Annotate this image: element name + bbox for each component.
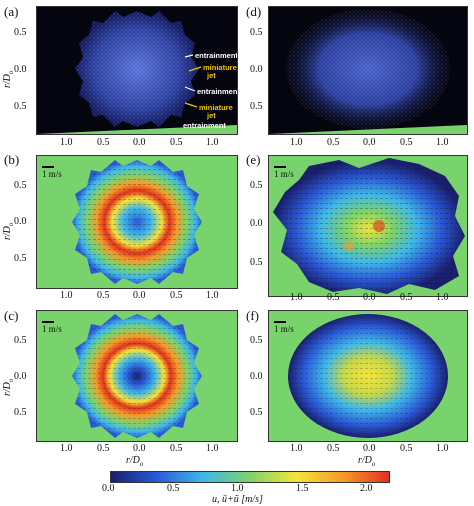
y-tick-d-mid: 0.0 [250, 64, 263, 75]
velocity-field-b [72, 160, 202, 284]
x-tick-a-4: 1.0 [206, 137, 219, 148]
x-tick-d-4: 1.0 [436, 137, 449, 148]
annotation-miniature-top: miniature [203, 63, 237, 72]
y-tick-f-bot: 0.5 [250, 407, 263, 418]
y-tick-a-bot: 0.5 [14, 101, 27, 112]
y-tick-a-top: 0.5 [14, 27, 27, 38]
annotation-entrainment-bot: entrainment [183, 121, 226, 130]
x-tick-f-1: 0.5 [327, 443, 340, 454]
y-tick-b-bot: 0.5 [14, 253, 27, 264]
x-axis-label-f: r/Do [358, 455, 376, 468]
panel-f-image: 1 m/s [268, 310, 468, 442]
annotation-entrainment-mid: entrainment [197, 87, 238, 96]
x-tick-c-4: 1.0 [206, 443, 219, 454]
annotation-jet-top: jet [207, 71, 216, 80]
y-tick-b-top: 0.5 [14, 180, 27, 191]
y-tick-f-mid: 0.0 [250, 371, 263, 382]
x-tick-b-2: 0.0 [133, 290, 146, 301]
panel-label-d: (d) [246, 4, 262, 19]
velocity-field-c [72, 314, 202, 438]
flow-visualization-a [37, 11, 237, 134]
scale-bar-c: 1 m/s [42, 321, 62, 334]
scale-bar-f: 1 m/s [274, 321, 294, 334]
y-tick-c-mid: 0.0 [14, 371, 27, 382]
x-tick-b-4: 1.0 [206, 290, 219, 301]
x-tick-c-0: 1.0 [60, 443, 73, 454]
x-tick-e-0: 1.0 [290, 292, 303, 303]
y-tick-c-bot: 0.5 [14, 407, 27, 418]
annotation-jet-bot: jet [207, 111, 216, 120]
y-tick-e-top: 0.5 [250, 180, 263, 191]
flow-visualization-d [269, 9, 467, 134]
x-tick-a-0: 1.0 [60, 137, 73, 148]
colorbar-tick-4: 2.0 [360, 483, 373, 494]
x-tick-b-3: 0.5 [170, 290, 183, 301]
y-tick-a-mid: 0.0 [14, 64, 27, 75]
x-tick-b-0: 1.0 [60, 290, 73, 301]
x-tick-c-1: 0.5 [97, 443, 110, 454]
y-tick-e-bot: 0.5 [250, 257, 263, 268]
panel-label-c: (c) [4, 308, 19, 323]
annotation-arrows [184, 54, 202, 108]
panel-e-image: 1 m/s [268, 155, 468, 297]
velocity-field-f [288, 314, 448, 438]
y-tick-e-mid: 0.0 [250, 218, 263, 229]
x-tick-d-0: 1.0 [290, 137, 303, 148]
panel-b-image: 1 m/s [36, 155, 238, 289]
panel-label-a: (a) [4, 4, 19, 19]
x-tick-e-4: 1.0 [436, 292, 449, 303]
x-tick-c-3: 0.5 [170, 443, 183, 454]
annotation-miniature-bot: miniature [199, 103, 233, 112]
y-axis-label-c: r/Do [2, 378, 15, 396]
x-tick-d-3: 0.5 [400, 137, 413, 148]
x-tick-f-0: 1.0 [290, 443, 303, 454]
colorbar-tick-3: 1.5 [296, 483, 309, 494]
x-tick-d-1: 0.5 [327, 137, 340, 148]
panel-label-f: (f) [246, 308, 259, 323]
y-axis-label-a: r/Do [2, 70, 15, 88]
x-tick-f-3: 0.5 [400, 443, 413, 454]
y-tick-d-bot: 0.5 [250, 101, 263, 112]
panel-a-image: entrainment miniature jet entrainment mi… [36, 6, 238, 135]
y-tick-d-top: 0.5 [250, 27, 263, 38]
x-tick-a-1: 0.5 [97, 137, 110, 148]
panel-d-image [268, 6, 468, 135]
y-tick-b-mid: 0.0 [14, 216, 27, 227]
y-axis-label-b: r/Do [2, 222, 15, 240]
colorbar-tick-1: 0.5 [167, 483, 180, 494]
x-tick-e-1: 0.5 [327, 292, 340, 303]
panel-label-e: (e) [246, 152, 261, 167]
x-tick-d-2: 0.0 [363, 137, 376, 148]
colorbar-tick-2: 1.0 [231, 483, 244, 494]
panel-label-b: (b) [4, 152, 20, 167]
colorbar [110, 471, 390, 483]
panel-c-image: 1 m/s [36, 310, 238, 442]
x-tick-a-2: 0.0 [133, 137, 146, 148]
scale-bar-e: 1 m/s [274, 166, 294, 179]
velocity-field-e [273, 158, 465, 294]
colorbar-label: u, ū+ũ [m/s] [212, 494, 263, 505]
x-tick-f-2: 0.0 [363, 443, 376, 454]
x-tick-a-3: 0.5 [170, 137, 183, 148]
annotation-entrainment-top: entrainment [195, 51, 238, 60]
y-tick-f-top: 0.5 [250, 335, 263, 346]
y-tick-c-top: 0.5 [14, 335, 27, 346]
x-tick-c-2: 0.0 [133, 443, 146, 454]
colorbar-tick-0: 0.0 [102, 483, 115, 494]
x-tick-f-4: 1.0 [436, 443, 449, 454]
x-axis-label-c: r/Do [126, 455, 144, 468]
scale-bar-b: 1 m/s [42, 166, 62, 179]
x-tick-e-2: 0.0 [363, 292, 376, 303]
x-tick-e-3: 0.5 [400, 292, 413, 303]
x-tick-b-1: 0.5 [97, 290, 110, 301]
